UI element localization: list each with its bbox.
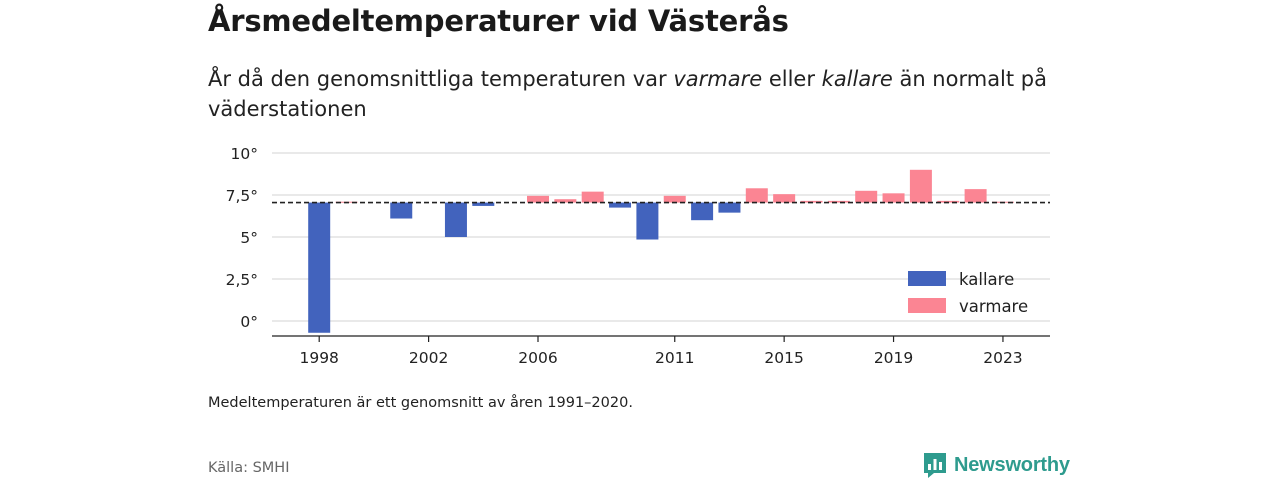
legend-label-warmer: varmare [959,297,1028,316]
bar-colder [636,202,659,240]
newsworthy-logo-icon [924,453,946,478]
bar-warmer [663,195,686,203]
bar-colder [444,202,467,237]
chart-note: Medeltemperaturen är ett genomsnitt av å… [208,395,633,411]
legend-swatch-colder [908,271,946,286]
subtitle-warm-word: varmare [673,67,763,91]
x-tick-label: 2006 [518,349,557,367]
bar-warmer [909,169,932,203]
legend-label-colder: kallare [959,270,1014,289]
subtitle-cold-word: kallare [821,67,893,91]
bar-colder [390,202,413,219]
bar-warmer [554,199,577,203]
bar-colder [472,202,495,206]
bar-warmer [882,193,905,203]
y-tick-label: 5° [240,229,258,247]
x-tick-label: 1998 [299,349,338,367]
brand-logo: Newsworthy [922,450,1070,480]
x-tick-label: 2011 [655,349,694,367]
chart-subtitle: År då den genomsnittliga temperaturen va… [208,64,1068,124]
bar-warmer [964,189,987,203]
subtitle-part-1: År då den genomsnittliga temperaturen va… [208,67,674,91]
bar-chart: 0° 2,5° 5° 7,5° 10° 1998 2002 2006 2011 2015 2019 2… [226,145,1050,367]
x-tick-label: 2023 [983,349,1022,367]
bar-colder [609,202,632,208]
bar-colder [308,202,331,333]
bar-warmer [745,188,768,203]
bar-warmer [827,200,850,203]
chart-title: Årsmedeltemperaturer vid Västerås [208,4,789,38]
y-tick-label: 10° [231,145,258,163]
source-credit: Källa: SMHI [208,460,290,476]
bar-warmer [581,191,604,203]
bar-colder [691,202,714,221]
bar-colder [718,202,741,213]
x-tick-label: 2002 [409,349,448,367]
bar-warmer [855,190,878,203]
bar-warmer [937,200,960,203]
x-tick-label: 2019 [874,349,913,367]
legend-swatch-warmer [908,298,946,313]
y-tick-label: 2,5° [226,271,258,289]
subtitle-part-2: eller [762,67,822,91]
y-tick-label: 7,5° [226,187,258,205]
bar-warmer [773,194,796,203]
bar-warmer [527,195,549,203]
y-tick-label: 0° [240,313,258,331]
x-tick-label: 2015 [764,349,803,367]
bar-warmer [800,200,823,203]
brand-name: Newsworthy [954,453,1070,476]
subtitle-part-3: än normalt på väderstationen [208,67,1047,121]
